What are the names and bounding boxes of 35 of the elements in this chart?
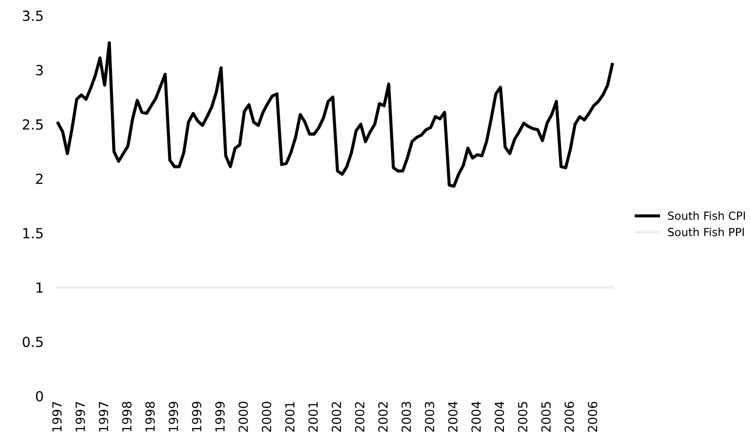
x-tick-label: 1997 — [98, 402, 108, 432]
y-tick-label: 1.5 — [23, 228, 43, 238]
legend-label: South Fish PPI — [668, 228, 744, 236]
x-tick-label: 1999 — [168, 402, 178, 432]
x-tick-label: 2004 — [448, 402, 458, 432]
x-tick-label: 1999 — [215, 402, 225, 432]
y-tick-label: 2 — [36, 174, 42, 184]
x-tick-label: 2004 — [494, 402, 504, 432]
y-tick-label: 0.5 — [22, 336, 43, 348]
x-tick-label: 2002 — [332, 402, 342, 432]
x-tick-label: 1999 — [192, 402, 202, 432]
y-tick-label: 0 — [36, 391, 43, 402]
y-tick-label: 3 — [36, 64, 43, 76]
x-tick-label: 1998 — [122, 402, 132, 432]
x-tick-label: 1997 — [52, 402, 62, 432]
line-series — [56, 41, 614, 188]
x-tick-label: 2002 — [354, 402, 364, 432]
x-tick-label: 1998 — [145, 402, 155, 432]
x-tick-label: 2004 — [471, 402, 481, 432]
x-tick-label: 2001 — [285, 402, 295, 432]
x-tick-label: 2006 — [588, 402, 598, 432]
x-tick-label: 2005 — [518, 402, 528, 432]
x-tick-label: 2005 — [541, 402, 551, 432]
x-tick-label: 2006 — [564, 402, 574, 432]
x-tick-label: 2003 — [402, 402, 411, 432]
x-tick-label: 2003 — [424, 402, 434, 432]
y-tick-label: 1 — [36, 282, 43, 293]
x-tick-label: 1997 — [76, 402, 85, 432]
y-tick-label: 2.5 — [22, 119, 43, 130]
y-tick-label: 3.5 — [22, 10, 43, 22]
legend-label: South Fish CPI — [668, 211, 745, 220]
x-tick-label: 2000 — [262, 402, 272, 432]
x-tick-label: 2001 — [308, 402, 318, 432]
x-tick-label: 2000 — [238, 402, 248, 432]
x-tick-label: 2002 — [378, 402, 388, 432]
